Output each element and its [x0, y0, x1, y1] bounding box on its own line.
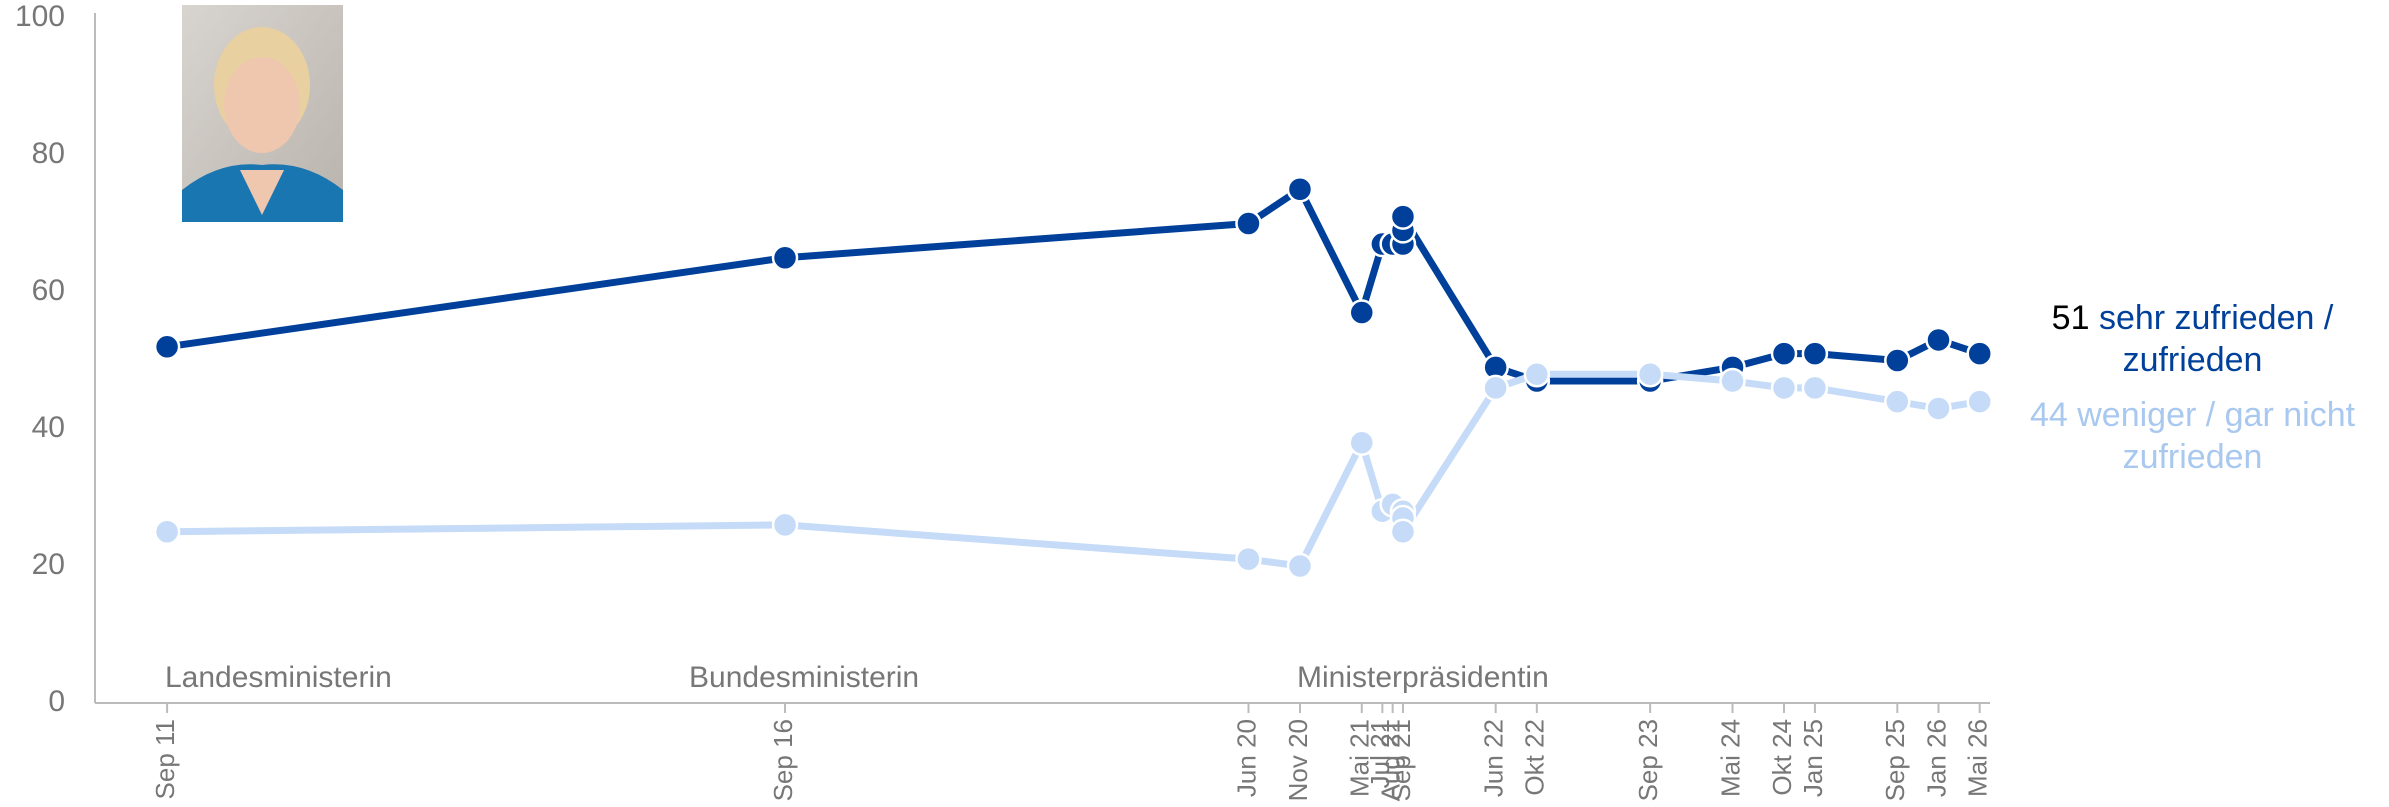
- y-tick-label: 0: [48, 685, 65, 718]
- marker: [1523, 360, 1551, 388]
- end-value: 44: [2029, 396, 2068, 434]
- marker: [153, 518, 181, 545]
- end-label: 51 sehr zufrieden / zufrieden: [2000, 297, 2385, 381]
- y-tick-label: 100: [15, 0, 65, 33]
- marker: [1235, 210, 1262, 237]
- marker: [771, 244, 799, 271]
- annotation: Bundesministerin: [689, 661, 919, 694]
- line: [167, 370, 1981, 570]
- x-tick-label: Okt 22: [1520, 719, 1550, 796]
- marker: [153, 333, 181, 361]
- x-tick-label: Sep 23: [1633, 719, 1663, 801]
- marker: [1966, 340, 1993, 367]
- portrait: [182, 5, 343, 222]
- y-tick-label: 60: [32, 274, 65, 307]
- x-tick-label: Aug 21: [1376, 719, 1406, 801]
- marker: [771, 511, 799, 539]
- marker: [1801, 340, 1829, 367]
- x-tick-label: Mai 21: [1345, 719, 1375, 797]
- marker: [1884, 388, 1911, 415]
- marker: [1235, 545, 1262, 573]
- marker: [1925, 326, 1952, 354]
- marker: [1966, 388, 1993, 415]
- x-tick-label: Jan 25: [1798, 719, 1828, 797]
- annotation: Landesministerin: [165, 661, 392, 694]
- marker: [1770, 340, 1798, 367]
- legend-entry: sehr zufrieden / zufrieden: [2098, 299, 2334, 379]
- x-tick-label: Sep 11: [150, 719, 180, 799]
- line: [166, 185, 1981, 385]
- marker: [1348, 299, 1376, 326]
- x-tick-label: Sep 25: [1880, 719, 1910, 801]
- legend-entry: weniger / gar nicht zufrieden: [2077, 396, 2356, 476]
- x-tick-label: Nov 20: [1283, 719, 1313, 801]
- marker: [1719, 367, 1746, 395]
- y-tick-label: 80: [32, 137, 65, 170]
- marker: [1770, 374, 1798, 402]
- marker: [1482, 374, 1509, 402]
- marker: [1636, 360, 1664, 388]
- end-value: 51: [2051, 299, 2090, 337]
- x-tick-label: Sep 16: [768, 719, 798, 801]
- x-tick-label: Jan 26: [1921, 719, 1951, 797]
- end-label: 44 weniger / gar nicht zufrieden: [2000, 394, 2385, 478]
- x-tick-label: Okt 24: [1767, 719, 1797, 796]
- marker: [1801, 374, 1829, 402]
- marker: [1286, 552, 1314, 580]
- marker: [1389, 203, 1417, 230]
- marker: [1286, 176, 1314, 203]
- marker: [1884, 347, 1911, 374]
- annotation: Ministerpräsidentin: [1297, 661, 1549, 694]
- x-tick-label: Jun 22: [1479, 719, 1509, 797]
- marker: [1389, 518, 1417, 545]
- y-tick-label: 20: [32, 548, 65, 581]
- x-tick-label: Jul 21: [1365, 719, 1395, 788]
- series: [153, 360, 1993, 580]
- x-tick-label: Mai 24: [1715, 719, 1745, 797]
- x-tick-label: Sep 21: [1386, 719, 1416, 801]
- marker: [1348, 429, 1376, 456]
- y-tick-label: 40: [32, 411, 65, 444]
- series: [153, 176, 1993, 395]
- x-tick-label: Mai 26: [1963, 719, 1993, 797]
- marker: [1925, 395, 1952, 422]
- x-tick-label: Jun 20: [1231, 719, 1261, 797]
